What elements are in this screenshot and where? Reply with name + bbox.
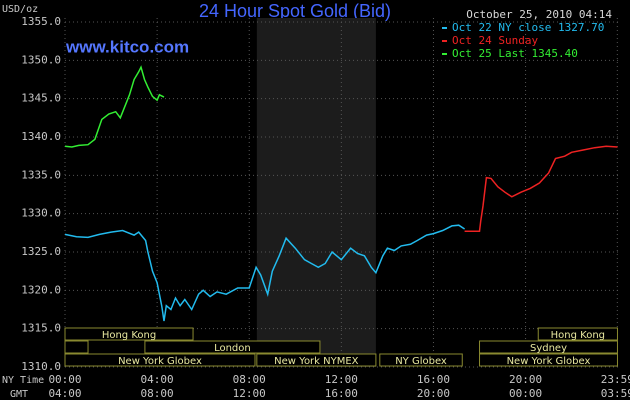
y-tick-label: 1310.0 <box>21 360 61 373</box>
x-tick-label: 04:00 <box>141 373 174 386</box>
series-line <box>64 65 165 148</box>
series-line <box>464 145 618 233</box>
session-label: Sydney <box>530 343 567 354</box>
x-tick-label: 08:00 <box>233 373 266 386</box>
y-tick-label: 1335.0 <box>21 168 61 181</box>
x-label: NY Time <box>2 375 44 386</box>
y-tick-label: 1340.0 <box>21 130 61 143</box>
x-tick-label: 00:00 <box>48 373 81 386</box>
x-tick-label: 12:00 <box>325 373 358 386</box>
x2-label: GMT <box>10 389 28 400</box>
chart-title: 24 Hour Spot Gold (Bid) <box>199 1 391 21</box>
legend-label: Oct 25 Last 1345.40 <box>452 47 578 60</box>
x2-tick-label: 03:59 <box>601 387 630 400</box>
session-box <box>256 353 377 367</box>
x2-tick-label: 12:00 <box>233 387 266 400</box>
x2-tick-label: 20:00 <box>417 387 450 400</box>
session-label: New York Globex <box>507 356 591 367</box>
x2-tick-label: 08:00 <box>141 387 174 400</box>
session-box <box>537 327 618 341</box>
y-tick-label: 1355.0 <box>21 15 61 28</box>
y-tick-label: 1320.0 <box>21 283 61 296</box>
session-label: New York NYMEX <box>274 356 359 367</box>
series-line <box>64 224 466 322</box>
y-label: USD/oz <box>2 4 38 15</box>
legend-label: Oct 24 Sunday <box>452 34 538 47</box>
session-label: New York Globex <box>118 356 202 367</box>
x2-tick-label: 16:00 <box>325 387 358 400</box>
y-tick-label: 1350.0 <box>21 53 61 66</box>
session-shade <box>256 18 376 367</box>
x-tick-label: 23:59 <box>601 373 630 386</box>
session-box <box>479 353 618 367</box>
x-tick-label: 20:00 <box>509 373 542 386</box>
legend-label: Oct 22 NY close 1327.70 <box>452 21 604 34</box>
x2-tick-label: 04:00 <box>48 387 81 400</box>
timestamp: October 25, 2010 04:14 <box>466 8 612 21</box>
y-tick-label: 1315.0 <box>21 322 61 335</box>
session-box <box>479 340 618 354</box>
y-tick-label: 1325.0 <box>21 245 61 258</box>
session-box <box>64 327 194 341</box>
session-box <box>64 353 256 367</box>
x-tick-label: 16:00 <box>417 373 450 386</box>
watermark: www.kitco.com <box>65 37 189 56</box>
session-label: Hong Kong <box>551 330 605 341</box>
session-box <box>379 353 463 367</box>
session-box <box>64 340 89 354</box>
session-label: London <box>214 343 251 354</box>
y-tick-label: 1345.0 <box>21 92 61 105</box>
y-tick-label: 1330.0 <box>21 207 61 220</box>
session-label: Hong Kong <box>102 330 156 341</box>
session-box <box>144 340 321 354</box>
x2-tick-label: 00:00 <box>509 387 542 400</box>
session-label: NY Globex <box>395 356 447 367</box>
